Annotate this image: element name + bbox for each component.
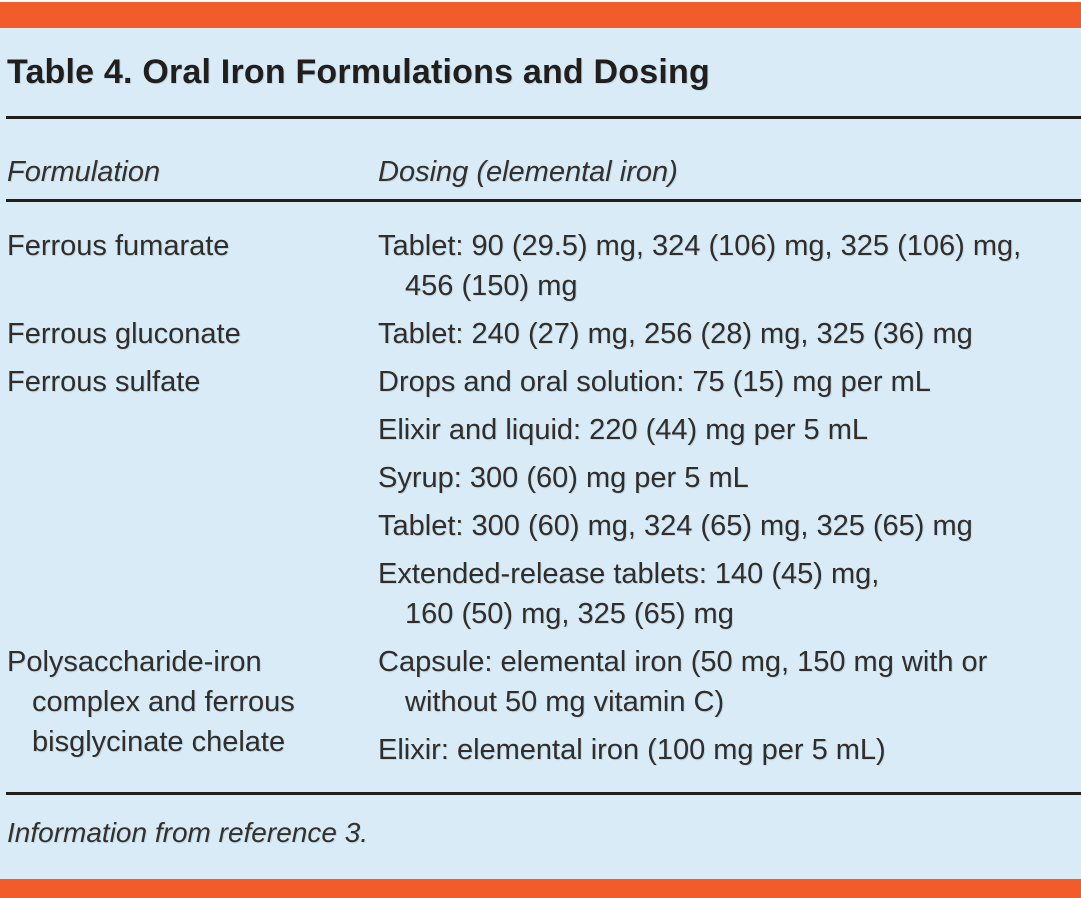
dosing-entry: Elixir and liquid: 220 (44) mg per 5 mL bbox=[378, 410, 1081, 450]
dosing-line: Extended-release tablets: 140 (45) mg, bbox=[378, 558, 880, 590]
dosing-entry: Extended-release tablets: 140 (45) mg, 16… bbox=[378, 554, 1081, 634]
formulation-cell: Ferrous fumarate bbox=[7, 226, 378, 314]
dosing-line: Elixir and liquid: 220 (44) mg per 5 mL bbox=[378, 414, 869, 446]
dosing-cell: Tablet: 240 (27) mg, 256 (28) mg, 325 (3… bbox=[378, 314, 1081, 362]
formulation-line: Ferrous fumarate bbox=[7, 230, 230, 262]
formulation-line: Ferrous gluconate bbox=[7, 318, 241, 350]
table-row: Ferrous sulfate Drops and oral solution: … bbox=[7, 362, 1081, 642]
bottom-accent-bar bbox=[0, 879, 1081, 898]
dosing-line: 456 (150) mg bbox=[405, 270, 578, 302]
dosing-entry: Drops and oral solution: 75 (15) mg per … bbox=[378, 362, 1081, 402]
dosing-cell: Drops and oral solution: 75 (15) mg per … bbox=[378, 362, 1081, 642]
dosing-entry: Tablet: 240 (27) mg, 256 (28) mg, 325 (3… bbox=[378, 314, 1081, 354]
dosing-line: Syrup: 300 (60) mg per 5 mL bbox=[378, 462, 749, 494]
formulation-line: Ferrous sulfate bbox=[7, 366, 201, 398]
dosing-line: without 50 mg vitamin C) bbox=[405, 686, 725, 718]
dosing-entry: Tablet: 90 (29.5) mg, 324 (106) mg, 325 … bbox=[378, 226, 1081, 306]
dosing-entry: Tablet: 300 (60) mg, 324 (65) mg, 325 (6… bbox=[378, 506, 1081, 546]
dosing-line: Tablet: 240 (27) mg, 256 (28) mg, 325 (3… bbox=[378, 318, 973, 350]
title-divider-rule bbox=[6, 116, 1081, 119]
dosing-entry: Capsule: elemental iron (50 mg, 150 mg w… bbox=[378, 642, 1081, 722]
footnote-text: Information from reference 3. bbox=[7, 817, 369, 848]
dosing-entry: Elixir: elemental iron (100 mg per 5 mL) bbox=[378, 730, 1081, 770]
formulation-cell: Ferrous gluconate bbox=[7, 314, 378, 362]
dosing-line: 160 (50) mg, 325 (65) mg bbox=[405, 598, 734, 630]
formulation-line: complex and ferrous bbox=[32, 686, 295, 718]
dosing-entry: Syrup: 300 (60) mg per 5 mL bbox=[378, 458, 1081, 498]
formulation-line: Polysaccharide-iron bbox=[7, 646, 262, 678]
dosing-line: Tablet: 90 (29.5) mg, 324 (106) mg, 325 … bbox=[378, 230, 1022, 262]
formulation-cell: Polysaccharide-iron complex and ferrous bi… bbox=[7, 642, 378, 778]
dosing-cell: Tablet: 90 (29.5) mg, 324 (106) mg, 325 … bbox=[378, 226, 1081, 314]
top-accent-bar bbox=[0, 2, 1081, 28]
header-divider-rule bbox=[6, 199, 1081, 202]
column-header-formulation: Formulation bbox=[7, 156, 161, 188]
column-header-dosing: Dosing (elemental iron) bbox=[378, 156, 678, 188]
column-header-row: Formulation Dosing (elemental iron) bbox=[7, 152, 1081, 192]
dosing-cell: Capsule: elemental iron (50 mg, 150 mg w… bbox=[378, 642, 1081, 778]
table-body: Ferrous fumarate Tablet: 90 (29.5) mg, 32… bbox=[7, 226, 1081, 778]
table-row: Polysaccharide-iron complex and ferrous bi… bbox=[7, 642, 1081, 778]
table-row: Ferrous fumarate Tablet: 90 (29.5) mg, 32… bbox=[7, 226, 1081, 314]
top-white-strip bbox=[0, 0, 1081, 2]
footnote-divider-rule bbox=[6, 792, 1081, 795]
dosing-line: Drops and oral solution: 75 (15) mg per … bbox=[378, 366, 931, 398]
dosing-line: Tablet: 300 (60) mg, 324 (65) mg, 325 (6… bbox=[378, 510, 973, 542]
formulation-line: bisglycinate chelate bbox=[32, 726, 286, 758]
table-row: Ferrous gluconate Tablet: 240 (27) mg, 25… bbox=[7, 314, 1081, 362]
dosing-line: Elixir: elemental iron (100 mg per 5 mL) bbox=[378, 734, 886, 766]
table-title: Table 4. Oral Iron Formulations and Dosi… bbox=[7, 53, 710, 91]
dosing-line: Capsule: elemental iron (50 mg, 150 mg w… bbox=[378, 646, 988, 678]
formulation-cell: Ferrous sulfate bbox=[7, 362, 378, 642]
